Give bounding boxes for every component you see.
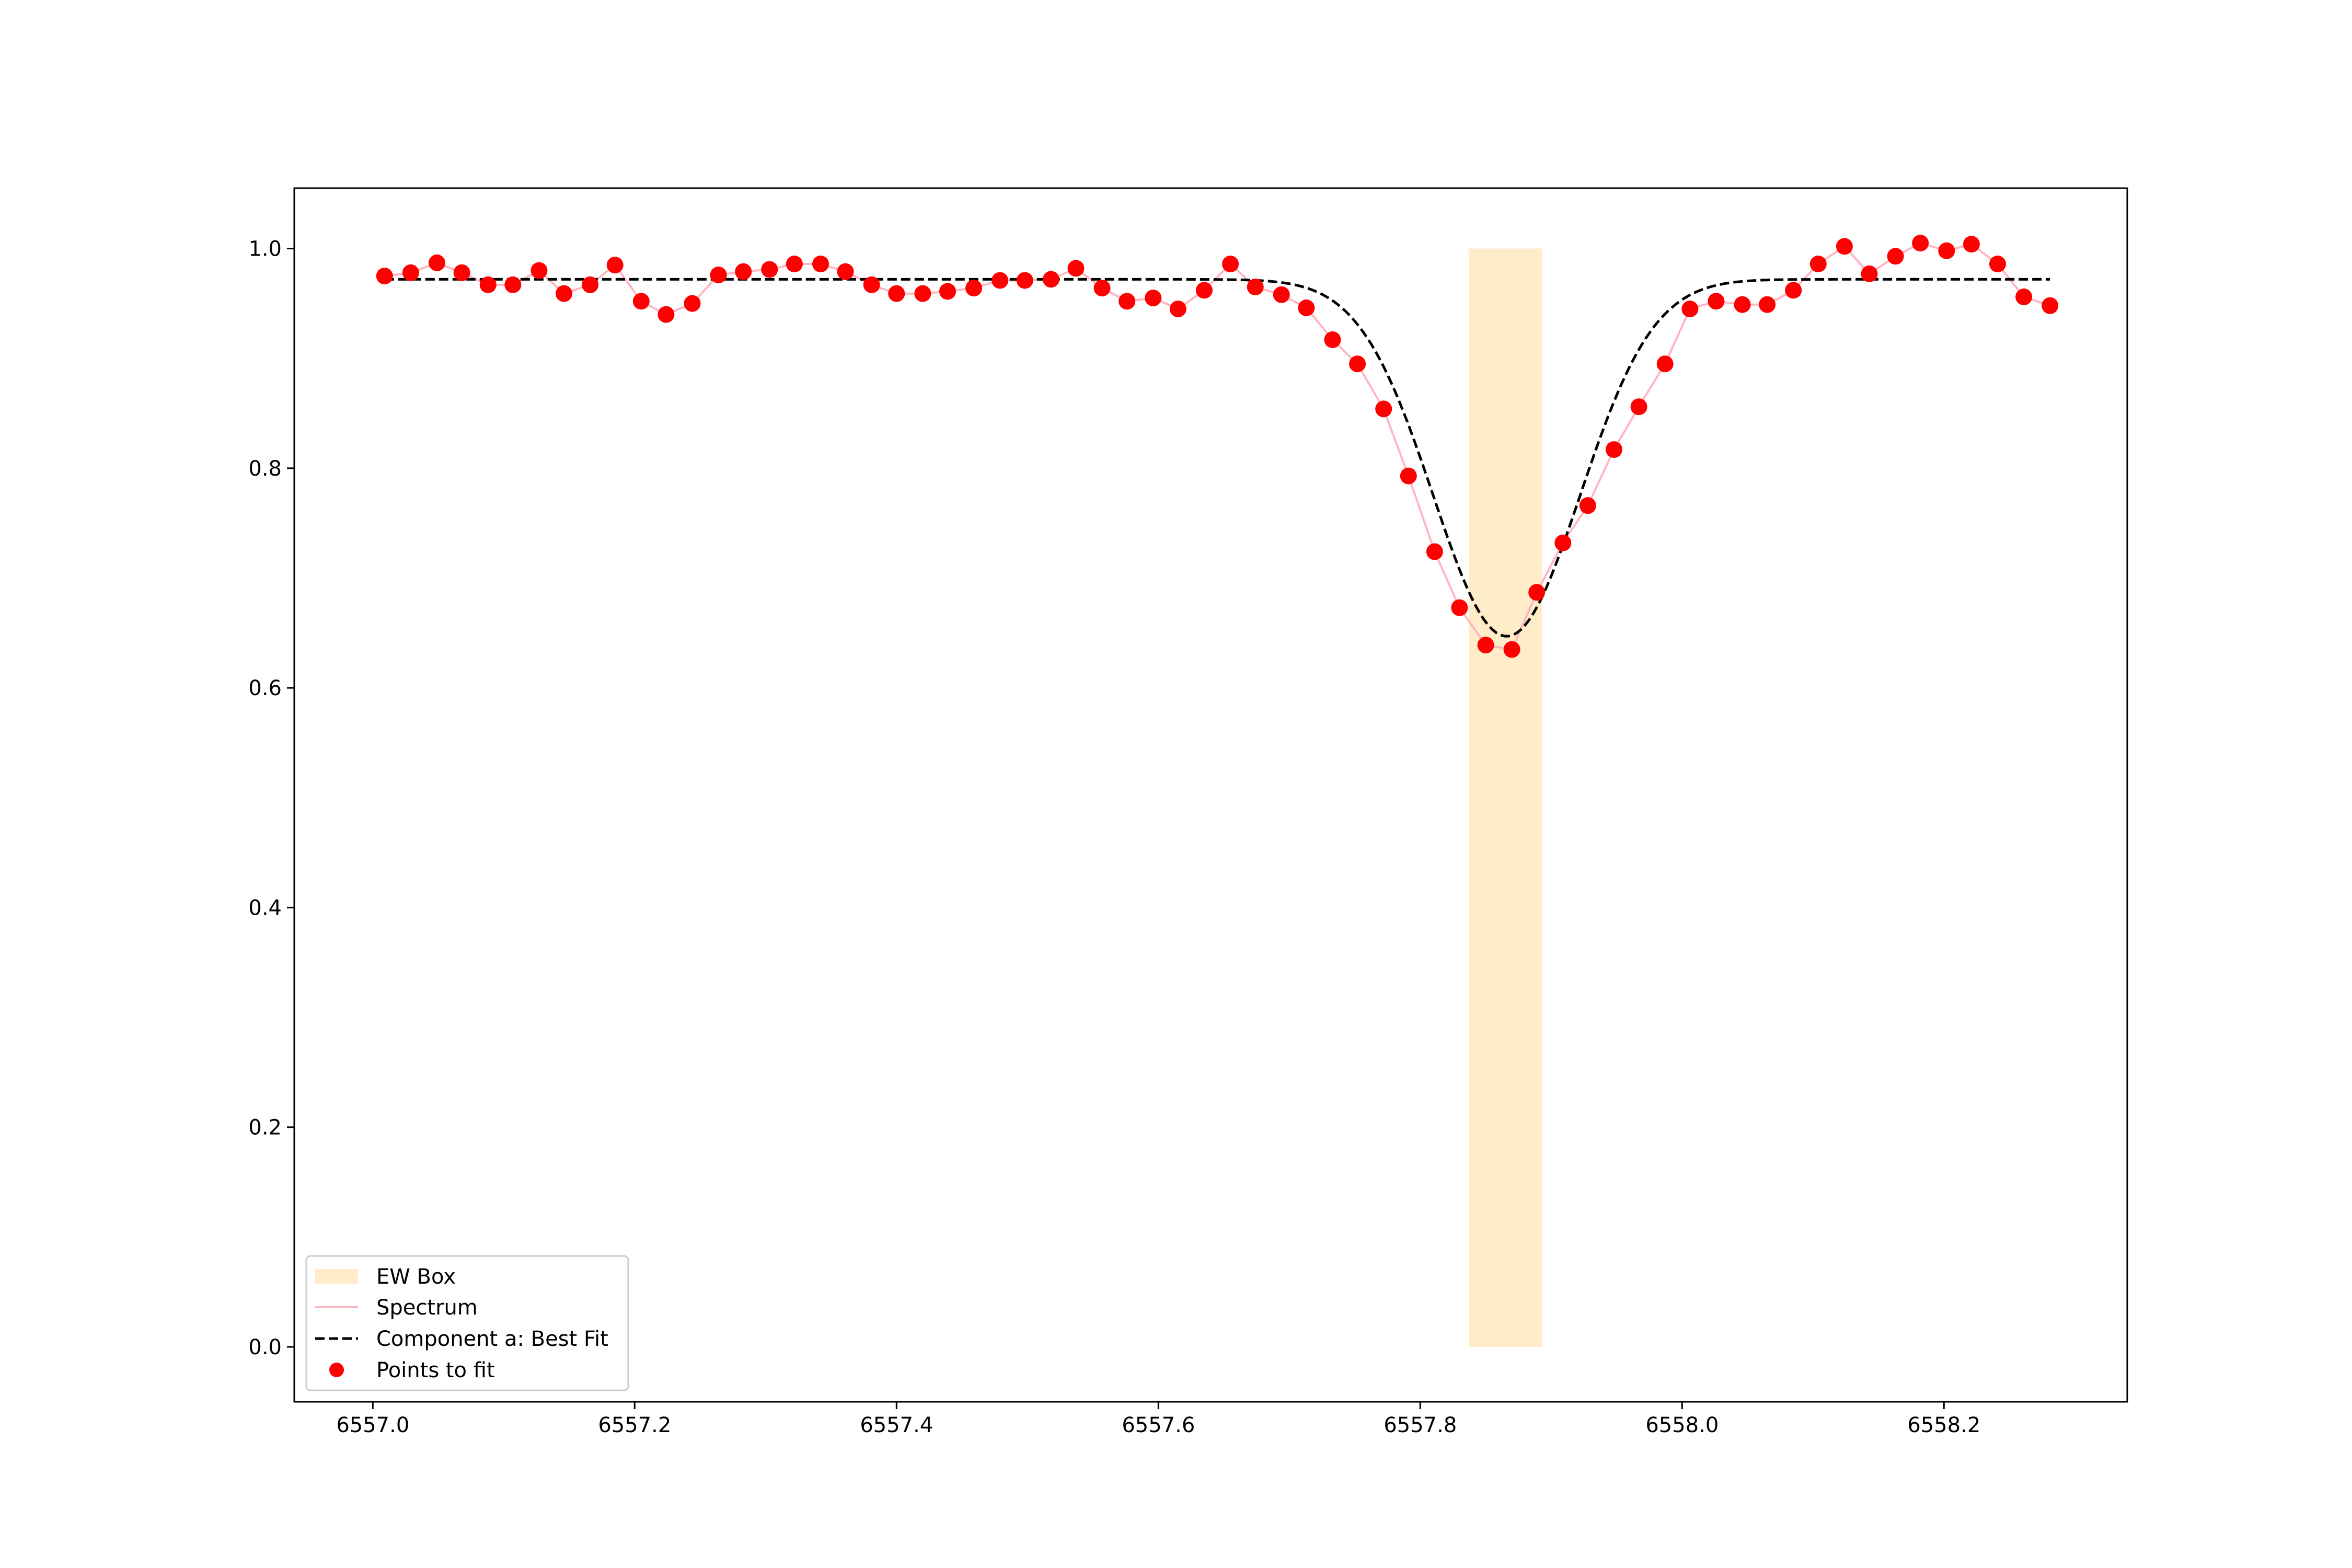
data-point [863,276,880,293]
data-point [453,264,470,281]
data-point [376,268,393,285]
data-point [1887,248,1904,265]
data-point [710,267,727,283]
legend-label-best-fit: Component a: Best Fit [376,1327,608,1351]
data-point [429,254,445,271]
y-tick-label: 0.0 [248,1335,282,1359]
data-point [1016,272,1033,289]
plot-area [376,235,2059,1347]
best-fit-line [384,278,2050,638]
data-point [1759,296,1776,313]
data-point [1375,400,1392,418]
legend: EW Box Spectrum Component a: Best Fit Po… [305,1255,629,1391]
data-point [786,256,803,272]
y-tick-label: 1.0 [248,237,282,261]
data-point [2015,289,2033,305]
data-point [939,283,956,300]
data-point [684,295,701,312]
ew-box-rect [1468,248,1542,1347]
y-tick-label: 0.6 [248,676,282,700]
y-tick-label: 0.8 [248,457,282,481]
data-point [837,263,854,280]
legend-label-points: Points to fit [376,1358,495,1382]
points-to-fit-layer [376,235,2059,658]
legend-swatch-ew-box [315,1269,358,1284]
data-point [1681,301,1699,318]
data-point [1451,599,1468,616]
data-point [1989,256,2006,272]
x-tick-label: 6557.0 [336,1413,409,1437]
data-point [1630,398,1647,416]
data-point [504,276,522,293]
legend-label-ew-box: EW Box [376,1265,456,1289]
data-point [1349,355,1366,373]
data-point [1042,271,1059,288]
data-point [1426,543,1443,560]
data-point [914,285,931,302]
data-point [991,272,1009,289]
data-point [1809,256,1827,272]
legend-swatch-points [329,1363,344,1377]
data-point [1708,293,1725,310]
data-point [1273,286,1290,303]
data-point [1196,282,1213,299]
data-point [1119,293,1136,310]
data-point [479,276,497,293]
data-point [2042,297,2059,314]
data-point [1477,637,1494,654]
data-point [812,256,829,272]
data-point [556,285,572,302]
data-point [531,262,548,279]
data-point [1067,260,1085,277]
data-point [1656,355,1674,373]
data-point [1606,441,1622,458]
axes-frame [293,187,2128,1403]
data-point [1554,534,1572,551]
data-point [1861,265,1878,282]
data-point [761,261,778,278]
data-point [1503,641,1520,658]
data-point [1579,497,1596,514]
data-point [1222,256,1239,272]
x-tick-label: 6557.6 [1122,1413,1195,1437]
data-point [658,306,675,323]
y-axis: 0.0 0.2 0.4 0.6 0.8 1.0 [248,237,294,1359]
data-point [1298,299,1315,316]
data-point [1169,301,1186,318]
data-point [582,276,599,293]
data-point [402,264,419,281]
x-axis: 6557.0 6557.2 6557.4 6557.6 6557.8 6558.0 6558… [336,1402,1980,1437]
data-point [1528,584,1546,601]
best-fit-line-layer [384,278,2050,638]
data-point [1145,290,1162,307]
legend-label-spectrum: Spectrum [376,1296,478,1320]
data-point [1938,242,1955,259]
y-tick-label: 0.4 [248,896,282,920]
x-tick-label: 6557.4 [860,1413,933,1437]
y-tick-label: 0.2 [248,1116,282,1140]
data-point [735,263,752,280]
data-point [965,280,983,297]
data-point [1093,280,1111,297]
data-point [1836,238,1853,255]
data-point [632,293,650,310]
x-tick-label: 6558.2 [1907,1413,1980,1437]
data-point [1247,279,1264,296]
data-point [1785,282,1802,299]
data-point [1963,236,1980,253]
data-point [888,285,905,302]
data-point [1912,235,1929,252]
x-tick-label: 6558.0 [1645,1413,1719,1437]
data-point [1400,467,1417,485]
data-point [1324,331,1341,348]
x-tick-label: 6557.8 [1383,1413,1457,1437]
x-tick-label: 6557.2 [598,1413,671,1437]
ew-box-layer [1468,248,1542,1347]
legend-box [305,1255,629,1391]
data-point [1734,296,1751,313]
data-point [606,257,624,274]
